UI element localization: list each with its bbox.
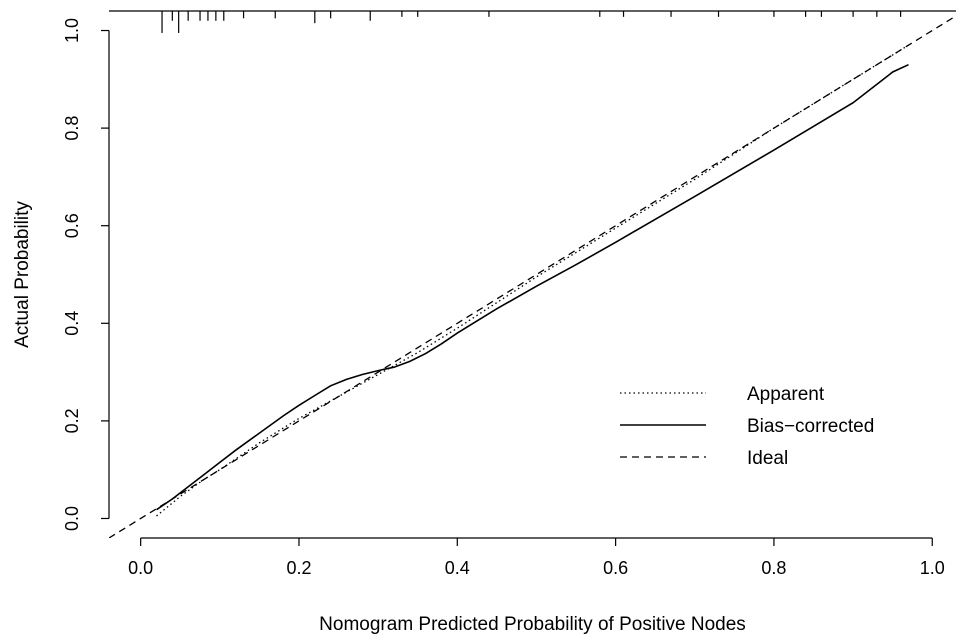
x-axis-title: Nomogram Predicted Probability of Positi…: [319, 614, 746, 635]
legend-label: Ideal: [747, 448, 788, 469]
x-tick-label: 0.0: [128, 558, 153, 578]
plot-area: [109, 11, 956, 538]
y-tick-label: 0.2: [62, 408, 82, 433]
x-tick-label: 0.6: [603, 558, 628, 578]
legend-label: Apparent: [747, 384, 825, 405]
legend-label: Bias−corrected: [747, 416, 874, 437]
y-tick-label: 0.6: [62, 213, 82, 238]
x-tick-label: 0.8: [761, 558, 786, 578]
y-tick-label: 1.0: [62, 18, 82, 43]
legend: Apparent Bias−corrected Ideal: [620, 384, 874, 469]
series-line-solid: [156, 63, 909, 511]
y-tick-label: 0.4: [62, 311, 82, 336]
y-tick-label: 0.8: [62, 116, 82, 141]
x-tick-label: 1.0: [920, 558, 945, 578]
y-tick-label: 0.0: [62, 506, 82, 531]
y-axis-title: Actual Probability: [12, 201, 33, 348]
series-line-dashed: [109, 15, 956, 538]
series-line-dotted: [156, 44, 909, 517]
axes: 0.0 0.2 0.4 0.6 0.8 1.0 0.0 0.2 0.4 0.6 0.8 1.0: [62, 10, 956, 578]
x-tick-label: 0.4: [445, 558, 470, 578]
x-tick-label: 0.2: [286, 558, 311, 578]
